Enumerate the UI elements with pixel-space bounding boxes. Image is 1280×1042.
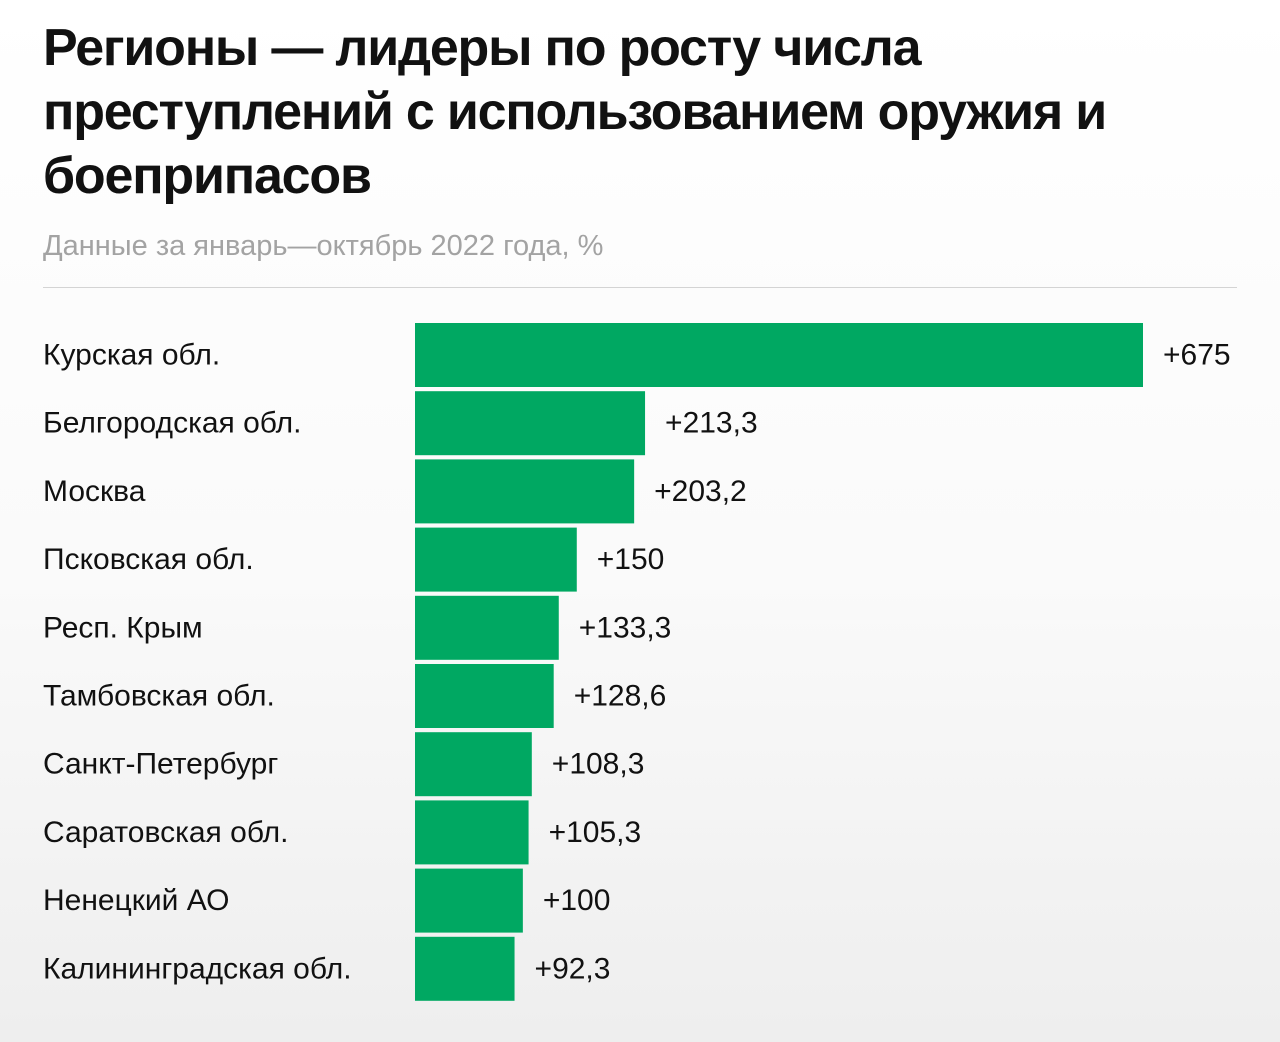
bar [415,732,532,797]
data-label: +92,3 [535,952,611,985]
bar [415,936,515,1001]
data-label: +105,3 [549,816,642,849]
category-label: Курская обл. [43,339,220,372]
category-label: Тамбовская обл. [43,680,275,713]
category-label: Ненецкий АО [43,884,229,917]
data-label: +675 [1163,339,1231,372]
header-divider [43,287,1237,288]
category-label: Саратовская обл. [43,816,289,849]
bar [415,527,577,592]
category-label: Белгородская обл. [43,407,301,440]
category-label: Калининградская обл. [43,952,352,985]
data-label: +108,3 [552,748,645,781]
bar [415,459,635,524]
bar [415,595,559,660]
bar [415,800,529,865]
bar [415,868,523,933]
chart-title: Регионы — лидеры по росту числа преступл… [43,19,1107,205]
data-label: +150 [597,543,665,576]
bar [415,323,1143,387]
bar [415,664,554,728]
bar [415,391,646,456]
category-label: Псковская обл. [43,543,254,576]
category-label: Респ. Крым [43,611,203,644]
chart-subtitle: Данные за январь—октябрь 2022 года, % [43,230,604,262]
data-label: +133,3 [579,611,672,644]
category-label: Москва [43,475,146,508]
data-label: +203,2 [654,475,747,508]
data-label: +213,3 [665,407,758,440]
category-label: Санкт-Петербург [43,748,278,781]
data-label: +100 [543,884,611,917]
data-label: +128,6 [574,680,667,713]
